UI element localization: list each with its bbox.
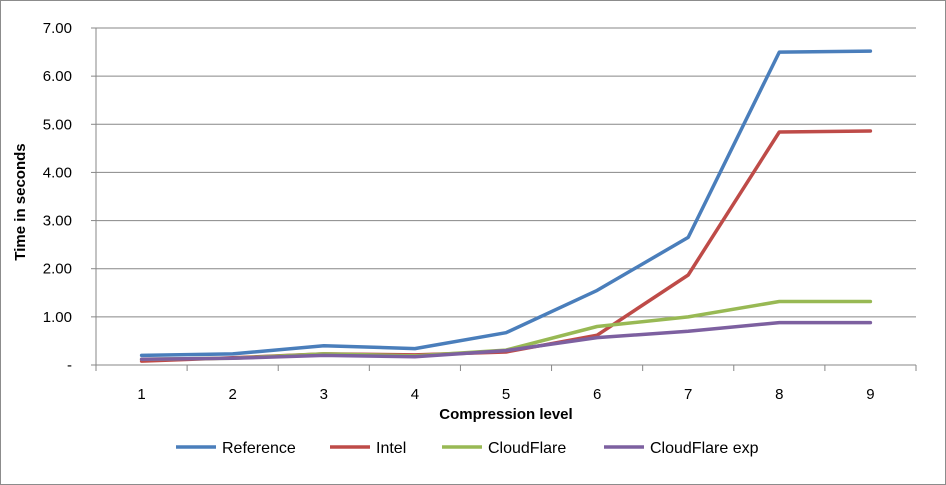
series-line-cloudflare-exp xyxy=(139,320,873,361)
series-line-intel xyxy=(139,129,873,363)
x-tick-label: 5 xyxy=(502,386,510,403)
legend: Reference Intel CloudFlare CloudFlare exp xyxy=(176,440,759,457)
y-tick-label: 3.00 xyxy=(43,213,72,230)
x-tick-label: 3 xyxy=(320,386,328,403)
y-tick-label: 2.00 xyxy=(43,261,72,278)
x-tick-label: 6 xyxy=(593,386,601,403)
series-line-reference xyxy=(139,49,873,358)
x-tick-label: 4 xyxy=(411,386,419,403)
x-tick-label: 2 xyxy=(228,386,236,403)
y-axis-title: Time in seconds xyxy=(12,143,29,260)
x-tick-label: 7 xyxy=(684,386,692,403)
y-tick-label: 7.00 xyxy=(43,20,72,37)
y-tick-label: - xyxy=(67,357,72,374)
y-tick-label: 1.00 xyxy=(43,309,72,326)
series-lines xyxy=(139,49,873,363)
axes xyxy=(91,27,917,371)
x-tick-label: 8 xyxy=(775,386,783,403)
legend-label: Reference xyxy=(222,440,296,457)
legend-label: Intel xyxy=(376,440,406,457)
x-tick-labels: 1 2 3 4 5 6 7 8 9 xyxy=(137,386,874,403)
x-axis-title: Compression level xyxy=(439,406,572,423)
y-tick-label: 6.00 xyxy=(43,68,72,85)
y-tick-label: 4.00 xyxy=(43,164,72,181)
y-tick-labels: - 1.00 2.00 3.00 4.00 5.00 6.00 7.00 xyxy=(43,20,72,374)
gridlines xyxy=(96,27,916,318)
legend-label: CloudFlare exp xyxy=(650,440,759,457)
x-tick-label: 9 xyxy=(866,386,874,403)
y-tick-label: 5.00 xyxy=(43,116,72,133)
legend-label: CloudFlare xyxy=(488,440,566,457)
x-tick-label: 1 xyxy=(137,386,145,403)
